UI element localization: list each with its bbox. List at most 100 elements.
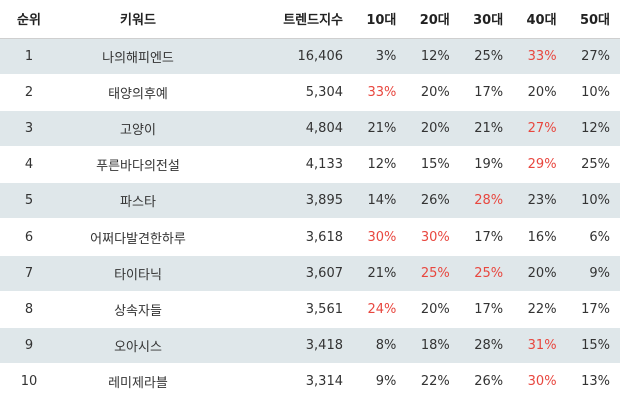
cell-age-30s: 25% — [459, 255, 514, 292]
cell-age-40s: 16% — [513, 218, 567, 256]
cell-keyword: 파스타 — [58, 182, 218, 220]
cell-age-30s: 19% — [459, 146, 514, 184]
cell-trend-index: 4,133 — [218, 146, 353, 184]
cell-keyword: 오아시스 — [58, 327, 218, 365]
table-body: 1 나의해피엔드 16,406 3% 12% 25% 33% 27% 2 태양의후예 5,304 33… — [0, 38, 620, 400]
header-age-10s: 10대 — [353, 0, 407, 39]
cell-age-20s: 15% — [406, 146, 460, 184]
cell-keyword: 어쩌다발견한하루 — [58, 218, 218, 256]
header-age-40s: 40대 — [513, 0, 567, 39]
cell-age-50s: 6% — [566, 218, 620, 256]
cell-keyword: 레미제라블 — [58, 363, 218, 400]
cell-age-50s: 9% — [566, 255, 620, 292]
cell-keyword: 타이타닉 — [58, 255, 218, 292]
header-age-20s: 20대 — [406, 0, 460, 39]
table-row: 3 고양이 4,804 21% 20% 21% 27% 12% — [0, 110, 620, 148]
cell-age-40s: 22% — [513, 291, 567, 329]
cell-rank: 10 — [0, 363, 58, 400]
cell-trend-index: 5,304 — [218, 74, 353, 111]
cell-age-20s: 30% — [406, 218, 460, 256]
cell-rank: 8 — [0, 291, 58, 329]
cell-age-40s: 20% — [513, 74, 567, 111]
cell-age-50s: 12% — [566, 110, 620, 148]
table-row: 9 오아시스 3,418 8% 18% 28% 31% 15% — [0, 327, 620, 365]
cell-age-10s: 24% — [353, 291, 407, 329]
table-row: 8 상속자들 3,561 24% 20% 17% 22% 17% — [0, 291, 620, 329]
cell-age-10s: 21% — [353, 110, 407, 148]
cell-age-50s: 13% — [566, 363, 620, 400]
cell-age-10s: 8% — [353, 327, 407, 365]
cell-age-30s: 28% — [459, 182, 514, 220]
header-age-50s: 50대 — [566, 0, 620, 39]
cell-rank: 3 — [0, 110, 58, 148]
cell-age-20s: 20% — [406, 110, 460, 148]
header-row: 순위 키워드 트렌드지수 10대 20대 30대 40대 50대 — [0, 0, 620, 39]
cell-age-30s: 17% — [459, 218, 514, 256]
cell-age-20s: 22% — [406, 363, 460, 400]
table-row: 4 푸른바다의전설 4,133 12% 15% 19% 29% 25% — [0, 146, 620, 184]
header-trend-index: 트렌드지수 — [218, 0, 353, 39]
table-row: 10 레미제라블 3,314 9% 22% 26% 30% 13% — [0, 363, 620, 400]
cell-age-10s: 14% — [353, 182, 407, 220]
cell-keyword: 푸른바다의전설 — [58, 146, 218, 184]
cell-age-30s: 28% — [459, 327, 514, 365]
cell-age-30s: 26% — [459, 363, 514, 400]
cell-keyword: 나의해피엔드 — [58, 38, 218, 75]
cell-rank: 9 — [0, 327, 58, 365]
cell-age-10s: 9% — [353, 363, 407, 400]
cell-trend-index: 3,418 — [218, 327, 353, 365]
cell-age-30s: 17% — [459, 74, 514, 111]
table-header: 순위 키워드 트렌드지수 10대 20대 30대 40대 50대 — [0, 0, 620, 39]
table-row: 1 나의해피엔드 16,406 3% 12% 25% 33% 27% — [0, 38, 620, 75]
cell-keyword: 고양이 — [58, 110, 218, 148]
cell-rank: 6 — [0, 218, 58, 256]
table-row: 6 어쩌다발견한하루 3,618 30% 30% 17% 16% 6% — [0, 218, 620, 256]
cell-age-20s: 26% — [406, 182, 460, 220]
cell-age-50s: 10% — [566, 182, 620, 220]
cell-age-40s: 29% — [513, 146, 567, 184]
cell-trend-index: 3,618 — [218, 218, 353, 256]
cell-age-10s: 21% — [353, 255, 407, 292]
cell-trend-index: 3,607 — [218, 255, 353, 292]
cell-age-20s: 18% — [406, 327, 460, 365]
cell-age-20s: 25% — [406, 255, 460, 292]
header-age-30s: 30대 — [459, 0, 514, 39]
cell-rank: 2 — [0, 74, 58, 111]
cell-age-20s: 12% — [406, 38, 460, 75]
cell-age-40s: 31% — [513, 327, 567, 365]
cell-age-10s: 33% — [353, 74, 407, 111]
cell-age-30s: 25% — [459, 38, 514, 75]
cell-age-20s: 20% — [406, 74, 460, 111]
cell-age-40s: 20% — [513, 255, 567, 292]
cell-age-30s: 17% — [459, 291, 514, 329]
header-keyword: 키워드 — [58, 0, 218, 39]
cell-rank: 4 — [0, 146, 58, 184]
cell-age-20s: 20% — [406, 291, 460, 329]
table-row: 2 태양의후예 5,304 33% 20% 17% 20% 10% — [0, 74, 620, 111]
cell-age-40s: 30% — [513, 363, 567, 400]
cell-age-10s: 30% — [353, 218, 407, 256]
header-rank: 순위 — [0, 0, 58, 39]
table-row: 7 타이타닉 3,607 21% 25% 25% 20% 9% — [0, 255, 620, 292]
table-row: 5 파스타 3,895 14% 26% 28% 23% 10% — [0, 182, 620, 220]
cell-trend-index: 16,406 — [218, 38, 353, 75]
cell-age-40s: 27% — [513, 110, 567, 148]
cell-age-50s: 17% — [566, 291, 620, 329]
cell-age-40s: 33% — [513, 38, 567, 75]
cell-rank: 7 — [0, 255, 58, 292]
cell-rank: 5 — [0, 182, 58, 220]
cell-age-50s: 25% — [566, 146, 620, 184]
cell-trend-index: 3,314 — [218, 363, 353, 400]
cell-age-30s: 21% — [459, 110, 514, 148]
cell-age-50s: 10% — [566, 74, 620, 111]
cell-age-50s: 27% — [566, 38, 620, 75]
cell-age-50s: 15% — [566, 327, 620, 365]
cell-rank: 1 — [0, 38, 58, 75]
cell-trend-index: 3,895 — [218, 182, 353, 220]
cell-age-40s: 23% — [513, 182, 567, 220]
cell-age-10s: 3% — [353, 38, 407, 75]
cell-keyword: 상속자들 — [58, 291, 218, 329]
cell-keyword: 태양의후예 — [58, 74, 218, 111]
cell-trend-index: 3,561 — [218, 291, 353, 329]
